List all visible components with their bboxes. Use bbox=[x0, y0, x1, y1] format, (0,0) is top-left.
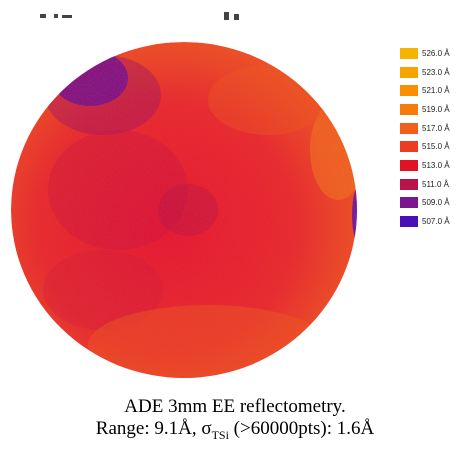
legend-label: 526.0 Å bbox=[422, 48, 450, 58]
legend-swatch bbox=[400, 103, 418, 115]
legend-swatch bbox=[400, 159, 418, 171]
legend-swatch bbox=[400, 141, 418, 153]
fragment-mark bbox=[62, 15, 72, 18]
legend-swatch bbox=[400, 178, 418, 190]
legend-entry: 519.0 Å bbox=[400, 100, 470, 119]
legend-swatch bbox=[400, 47, 418, 59]
legend-entry: 521.0 Å bbox=[400, 81, 470, 100]
legend-label: 517.0 Å bbox=[422, 123, 450, 133]
legend-entry: 515.0 Å bbox=[400, 137, 470, 156]
legend-entry: 511.0 Å bbox=[400, 175, 470, 194]
legend-label: 507.0 Å bbox=[422, 217, 450, 227]
legend-label: 511.0 Å bbox=[422, 179, 449, 189]
caption-line-2: Range: 9.1Å, σTSi (>60000pts): 1.6Å bbox=[0, 418, 470, 446]
legend-entry: 513.0 Å bbox=[400, 156, 470, 175]
caption-line-2-prefix: Range: 9.1Å, σ bbox=[95, 418, 212, 439]
wafer-noise-texture bbox=[11, 42, 357, 378]
fragment-mark bbox=[40, 14, 46, 18]
legend-entry: 517.0 Å bbox=[400, 119, 470, 138]
figure-caption: ADE 3mm EE reflectometry. Range: 9.1Å, σ… bbox=[0, 396, 470, 446]
legend-label: 523.0 Å bbox=[422, 67, 450, 77]
legend-label: 513.0 Å bbox=[422, 160, 450, 170]
caption-line-1: ADE 3mm EE reflectometry. bbox=[124, 396, 346, 417]
cropped-text-fragment bbox=[40, 12, 239, 20]
legend-entry: 523.0 Å bbox=[400, 63, 470, 82]
fragment-mark bbox=[234, 14, 239, 20]
wafer-thickness-map bbox=[11, 42, 357, 378]
legend-swatch bbox=[400, 216, 418, 228]
color-legend: 526.0 Å 523.0 Å 521.0 Å 519.0 Å 517.0 Å 515.0… bbox=[400, 44, 470, 231]
legend-entry: 509.0 Å bbox=[400, 194, 470, 213]
fragment-mark bbox=[224, 12, 229, 20]
legend-entry: 526.0 Å bbox=[400, 44, 470, 63]
legend-swatch bbox=[400, 85, 418, 97]
caption-line-2-suffix: (>60000pts): 1.6Å bbox=[228, 418, 375, 439]
fragment-mark bbox=[54, 14, 58, 18]
legend-label: 515.0 Å bbox=[422, 142, 450, 152]
legend-label: 519.0 Å bbox=[422, 104, 450, 114]
legend-entry: 507.0 Å bbox=[400, 212, 470, 231]
caption-line-2-subscript: TSi bbox=[211, 427, 229, 442]
legend-swatch bbox=[400, 66, 418, 78]
legend-swatch bbox=[400, 122, 418, 134]
legend-label: 509.0 Å bbox=[422, 198, 450, 208]
legend-swatch bbox=[400, 197, 418, 209]
legend-label: 521.0 Å bbox=[422, 86, 450, 96]
